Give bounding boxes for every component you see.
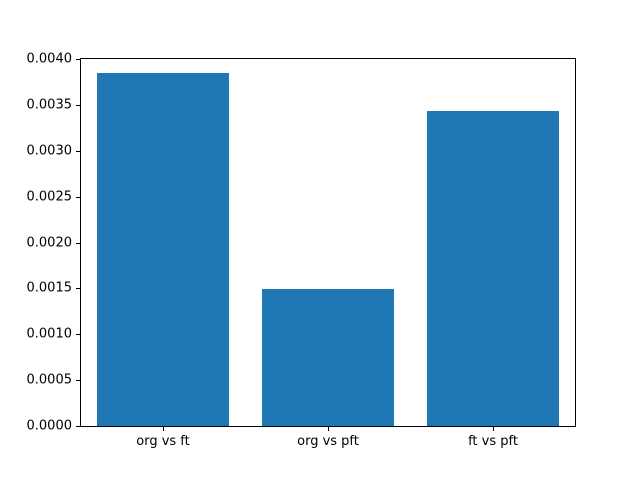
y-tick-label: 0.0030 [26, 143, 73, 159]
y-tick-label: 0.0005 [26, 372, 73, 388]
x-tick-label: org vs pft [297, 434, 359, 449]
y-tick-label: 0.0035 [26, 97, 73, 113]
bar-org-vs-ft [97, 73, 229, 426]
y-tick-mark [76, 197, 80, 198]
x-tick-label: org vs ft [136, 434, 190, 449]
y-tick-mark [76, 59, 80, 60]
bar-ft-vs-pft [427, 111, 559, 426]
y-tick-label: 0.0000 [26, 418, 73, 434]
x-tick-mark [163, 427, 164, 431]
y-tick-label: 0.0020 [26, 235, 73, 251]
y-tick-label: 0.0040 [26, 51, 73, 67]
y-tick-label: 0.0010 [26, 326, 73, 342]
y-tick-mark [76, 151, 80, 152]
y-tick-mark [76, 105, 80, 106]
y-tick-mark [76, 426, 80, 427]
x-tick-label: ft vs pft [468, 434, 518, 449]
x-tick-mark [328, 427, 329, 431]
y-tick-mark [76, 334, 80, 335]
plot-area [80, 58, 576, 427]
y-tick-label: 0.0025 [26, 189, 73, 205]
y-tick-label: 0.0015 [26, 280, 73, 296]
y-tick-mark [76, 288, 80, 289]
y-tick-mark [76, 243, 80, 244]
y-tick-mark [76, 380, 80, 381]
x-tick-mark [493, 427, 494, 431]
bar-org-vs-pft [262, 289, 394, 426]
